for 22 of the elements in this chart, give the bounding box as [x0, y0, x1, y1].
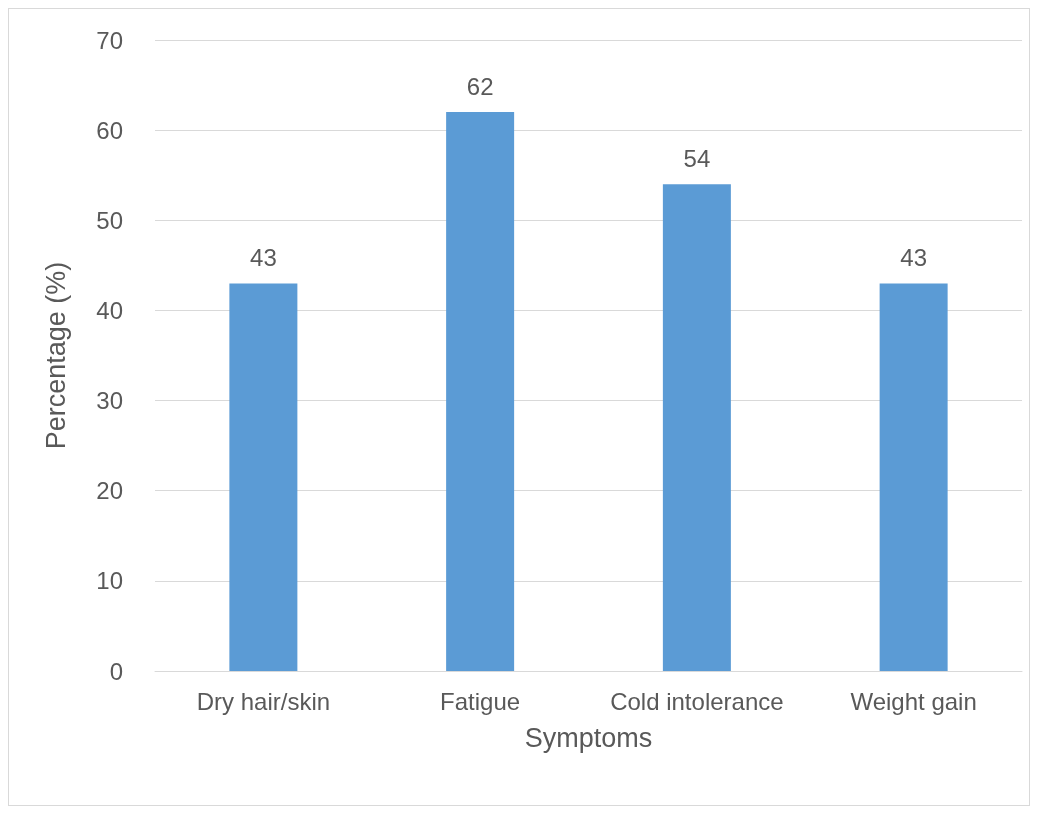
y-tick-label: 60	[96, 116, 123, 144]
y-tick-label: 70	[96, 26, 123, 54]
y-tick-label: 20	[96, 477, 123, 505]
bar	[446, 112, 515, 671]
x-tick-label: Dry hair/skin	[196, 687, 331, 715]
bar	[879, 283, 948, 671]
data-label: 43	[250, 243, 277, 271]
x-tick-label: Cold intolerance	[610, 687, 784, 715]
data-label: 62	[466, 72, 494, 100]
x-axis-title: Symptoms	[524, 722, 653, 753]
y-tick-label: 10	[96, 567, 123, 595]
y-tick-label: 40	[96, 296, 123, 324]
x-tick-label: Weight gain	[850, 687, 977, 715]
bar	[662, 184, 731, 671]
data-label: 43	[900, 243, 927, 271]
data-label: 54	[683, 144, 711, 172]
y-tick-label: 50	[96, 206, 123, 234]
y-tick-label: 0	[109, 657, 123, 685]
x-tick-label: Fatigue	[440, 687, 521, 715]
y-tick-label: 30	[96, 387, 123, 415]
bar	[229, 283, 298, 671]
y-axis-title: Percentage (%)	[40, 261, 71, 450]
